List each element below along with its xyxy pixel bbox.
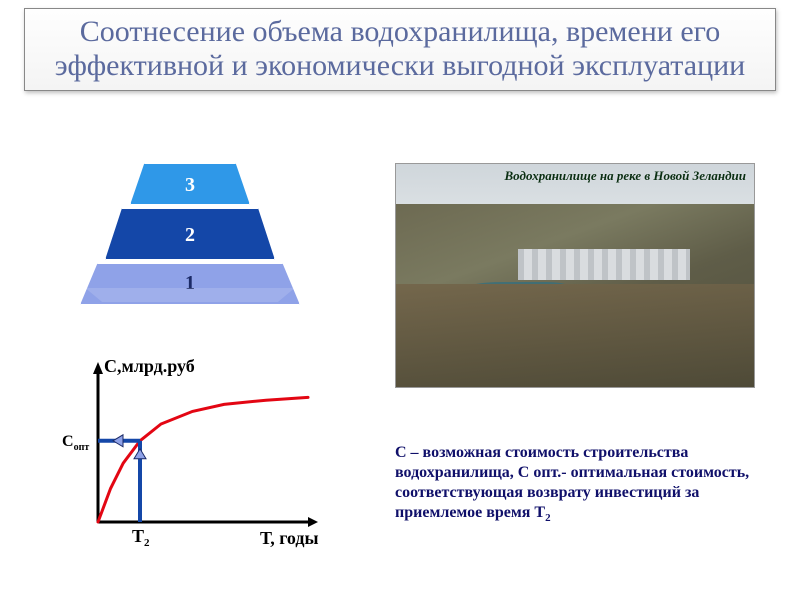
photo-foreground — [396, 284, 754, 387]
svg-text:С,млрд.руб: С,млрд.руб — [104, 356, 195, 376]
svg-text:Сопт: Сопт — [62, 433, 89, 453]
explanation-text: С – возможная стоимость строительства во… — [395, 443, 760, 526]
slide-title: Соотнесение объема водохранилища, времен… — [37, 15, 763, 82]
photo-dam — [518, 249, 690, 280]
reservoir-pyramid: 3 2 1 — [80, 163, 300, 305]
chart-svg: С,млрд.руб Т, годы Сопт Т2 — [60, 358, 320, 558]
pyramid-level-3: 3 — [130, 163, 250, 205]
svg-text:Т, годы: Т, годы — [260, 528, 319, 548]
photo-caption: Водохранилище на реке в Новой Зеландии — [505, 168, 747, 184]
cost-vs-time-chart: С,млрд.руб Т, годы Сопт Т2 — [60, 358, 320, 558]
pyramid-level-1: 1 — [80, 263, 300, 305]
pyramid-level-2: 2 — [105, 208, 275, 260]
slide-title-block: Соотнесение объема водохранилища, времен… — [24, 8, 776, 91]
reservoir-photo: Водохранилище на реке в Новой Зеландии — [395, 163, 755, 388]
svg-text:Т2: Т2 — [132, 526, 150, 549]
